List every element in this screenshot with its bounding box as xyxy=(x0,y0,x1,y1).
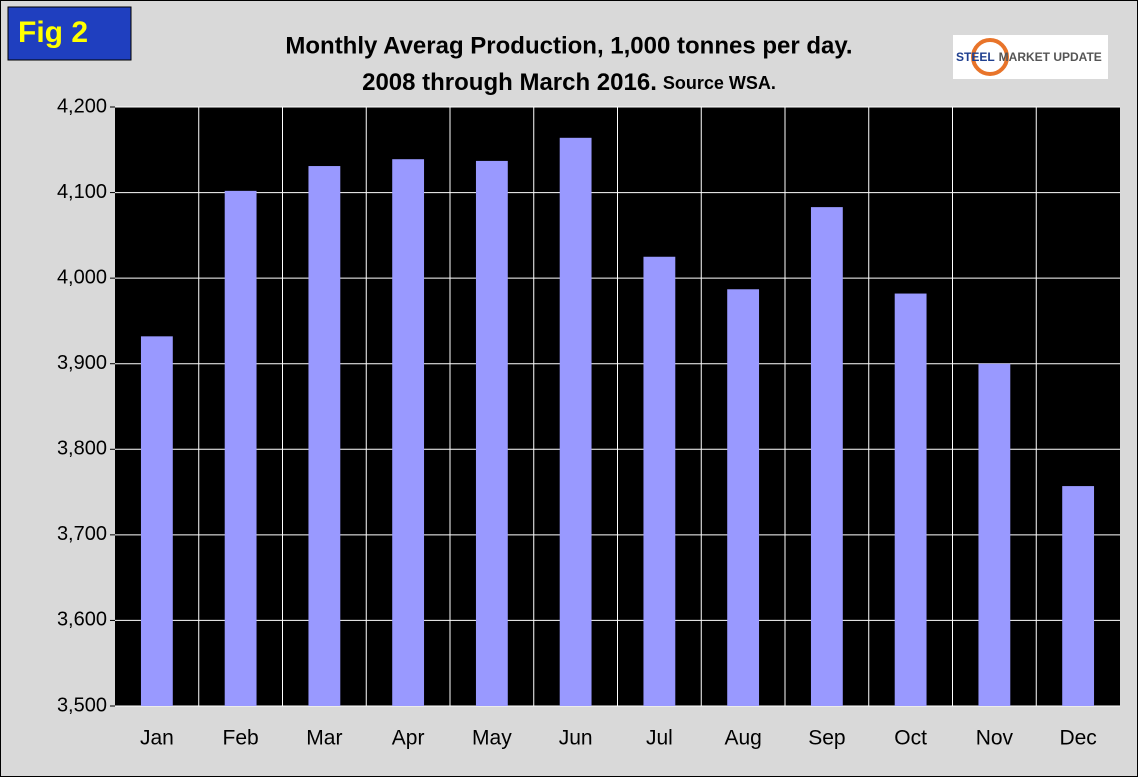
bar xyxy=(643,256,676,706)
bar xyxy=(392,159,425,706)
x-tick-label: Sep xyxy=(808,727,845,750)
y-tick-label: 3,900 xyxy=(57,352,107,374)
x-tick-label: Jun xyxy=(559,727,593,750)
chart-source: Source WSA. xyxy=(663,73,776,93)
fig-label: Fig 2 xyxy=(18,16,88,49)
bar xyxy=(308,166,341,706)
logo-brand: STEEL xyxy=(956,50,995,64)
y-tick-label: 3,500 xyxy=(57,694,107,716)
x-tick-label: Apr xyxy=(392,727,425,750)
subtitle-line: 2008 through March 2016. Source WSA. xyxy=(362,69,776,96)
x-tick-label: Nov xyxy=(976,727,1014,750)
bar xyxy=(140,336,173,706)
y-tick-label: 4,200 xyxy=(57,95,107,117)
bar xyxy=(475,160,508,706)
logo-ring xyxy=(971,38,1009,76)
bar xyxy=(224,190,257,707)
x-tick-label: Jul xyxy=(646,727,673,750)
y-tick-label: 3,600 xyxy=(57,609,107,631)
bar xyxy=(727,289,760,706)
fig-box xyxy=(7,6,132,61)
x-tick-label: Oct xyxy=(894,727,927,750)
x-tick-label: Jan xyxy=(140,727,174,750)
bar xyxy=(559,137,592,706)
x-tick-label: Feb xyxy=(223,727,259,750)
y-tick-label: 3,700 xyxy=(57,523,107,545)
x-tick-label: Aug xyxy=(724,727,761,750)
x-tick-label: Dec xyxy=(1059,727,1096,750)
chart-subtitle: 2008 through March 2016. xyxy=(362,69,657,96)
y-tick-label: 3,800 xyxy=(57,438,107,460)
logo-rest: MARKET UPDATE xyxy=(999,50,1102,64)
bar xyxy=(978,363,1011,706)
logo-text: STEEL MARKET UPDATE xyxy=(956,50,1102,64)
x-tick-label: May xyxy=(472,727,512,750)
bar xyxy=(894,293,927,706)
bar xyxy=(1062,486,1095,706)
x-tick-label: Mar xyxy=(306,727,342,750)
chart-title: Monthly Averag Production, 1,000 tonnes … xyxy=(285,32,852,59)
y-tick-label: 4,000 xyxy=(57,266,107,288)
y-tick-label: 4,100 xyxy=(57,181,107,203)
bar xyxy=(810,207,843,706)
